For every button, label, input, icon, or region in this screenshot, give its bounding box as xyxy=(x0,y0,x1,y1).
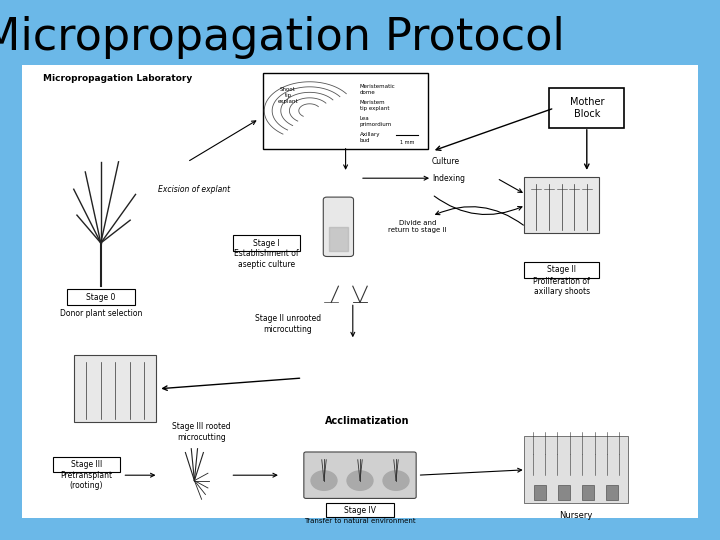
FancyBboxPatch shape xyxy=(557,485,570,500)
Text: Stage IV: Stage IV xyxy=(344,506,376,515)
Text: Shoot
tip
explant: Shoot tip explant xyxy=(278,87,298,104)
Circle shape xyxy=(383,471,409,490)
FancyBboxPatch shape xyxy=(233,235,300,251)
FancyBboxPatch shape xyxy=(534,485,546,500)
Circle shape xyxy=(311,471,337,490)
Text: Stage I: Stage I xyxy=(253,239,280,247)
FancyBboxPatch shape xyxy=(582,485,595,500)
Text: Stage III rooted
microcutting: Stage III rooted microcutting xyxy=(172,422,231,442)
Text: Axillary
bud: Axillary bud xyxy=(360,132,380,143)
Text: Excision of explant: Excision of explant xyxy=(158,185,230,193)
Text: Nursery: Nursery xyxy=(559,511,593,520)
Text: Indexing: Indexing xyxy=(432,174,465,183)
Text: Donor plant selection: Donor plant selection xyxy=(60,309,142,318)
FancyBboxPatch shape xyxy=(263,73,428,148)
Text: Acclimatization: Acclimatization xyxy=(325,416,410,426)
FancyBboxPatch shape xyxy=(74,355,156,422)
FancyBboxPatch shape xyxy=(53,457,120,472)
FancyBboxPatch shape xyxy=(549,88,624,128)
Text: Meristem
tip explant: Meristem tip explant xyxy=(360,100,390,111)
Text: Stage II unrooted
microcutting: Stage II unrooted microcutting xyxy=(255,314,321,334)
FancyBboxPatch shape xyxy=(524,177,599,233)
FancyBboxPatch shape xyxy=(524,262,599,278)
Text: Mother
Block: Mother Block xyxy=(570,97,604,119)
Text: Stage II: Stage II xyxy=(547,266,576,274)
Text: Transfer to natural environment: Transfer to natural environment xyxy=(304,518,416,524)
FancyBboxPatch shape xyxy=(606,485,618,500)
Text: Stage 0: Stage 0 xyxy=(86,293,115,301)
Text: 1 mm: 1 mm xyxy=(400,140,414,145)
Text: Proliferation of
axillary shoots: Proliferation of axillary shoots xyxy=(534,276,590,296)
Text: Micropropagation Laboratory: Micropropagation Laboratory xyxy=(43,74,192,83)
Text: Divide and
return to stage II: Divide and return to stage II xyxy=(388,220,447,233)
FancyBboxPatch shape xyxy=(326,503,394,517)
FancyBboxPatch shape xyxy=(323,197,354,256)
Text: Culture: Culture xyxy=(432,158,460,166)
Text: Meristematic
dome: Meristematic dome xyxy=(360,84,396,94)
Text: Micropropagation Protocol: Micropropagation Protocol xyxy=(0,16,565,59)
FancyBboxPatch shape xyxy=(524,436,628,503)
Circle shape xyxy=(347,471,373,490)
FancyBboxPatch shape xyxy=(304,452,416,498)
Text: Establishment of
aseptic culture: Establishment of aseptic culture xyxy=(234,249,299,269)
FancyBboxPatch shape xyxy=(67,289,135,305)
Text: Stage III: Stage III xyxy=(71,460,102,469)
Text: Pretransplant
(rooting): Pretransplant (rooting) xyxy=(60,471,112,490)
Text: Lea
primordium: Lea primordium xyxy=(360,116,392,127)
FancyBboxPatch shape xyxy=(22,65,698,518)
